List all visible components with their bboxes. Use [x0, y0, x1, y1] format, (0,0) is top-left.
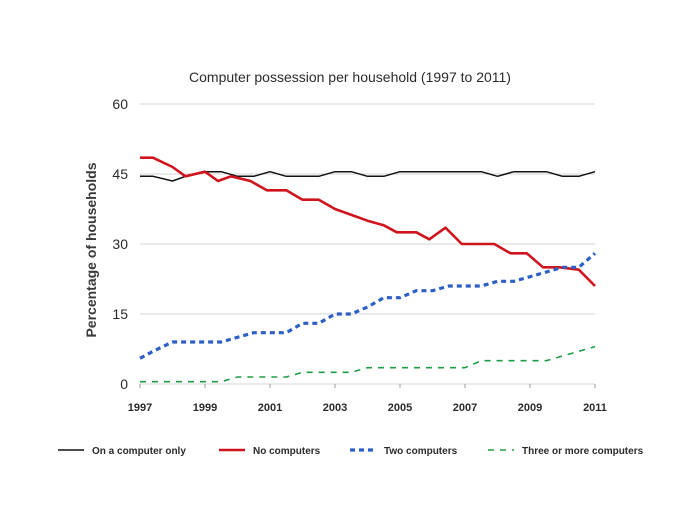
- y-tick-label: 45: [112, 166, 128, 182]
- legend-label: No computers: [253, 446, 321, 457]
- y-axis-ticks: 0 15 30 45 60: [112, 96, 128, 392]
- y-tick-label: 0: [120, 376, 128, 392]
- x-tick-label: 2001: [258, 402, 282, 414]
- series-line-4: [140, 345, 596, 383]
- x-tick-label: 1999: [193, 402, 217, 414]
- y-tick-label: 15: [112, 306, 128, 322]
- legend-label: On a computer only: [92, 446, 186, 457]
- legend-label: Two computers: [384, 446, 458, 457]
- x-tick-label: 1997: [128, 402, 152, 414]
- x-axis-ticks: 1997 1999 2001 2003 2005 2007 2009 2011: [128, 384, 607, 414]
- x-tick-label: 2003: [323, 402, 347, 414]
- y-tick-label: 30: [112, 236, 128, 252]
- y-tick-label: 60: [112, 96, 128, 112]
- y-axis-label: Percentage of households: [83, 162, 99, 337]
- x-tick-label: 2005: [388, 402, 412, 414]
- series-line-2: [140, 156, 596, 287]
- x-tick-label: 2009: [518, 402, 542, 414]
- series-line-3: [139, 252, 597, 360]
- series-line-1: [140, 170, 596, 182]
- chart-title: Computer possession per household (1997 …: [189, 69, 511, 85]
- x-tick-label: 2011: [583, 402, 607, 414]
- series-lines: [139, 156, 597, 383]
- legend: On a computer only No computers Two comput…: [58, 446, 644, 457]
- x-tick-label: 2007: [453, 402, 477, 414]
- gridlines: [140, 103, 595, 385]
- legend-label: Three or more computers: [522, 446, 644, 457]
